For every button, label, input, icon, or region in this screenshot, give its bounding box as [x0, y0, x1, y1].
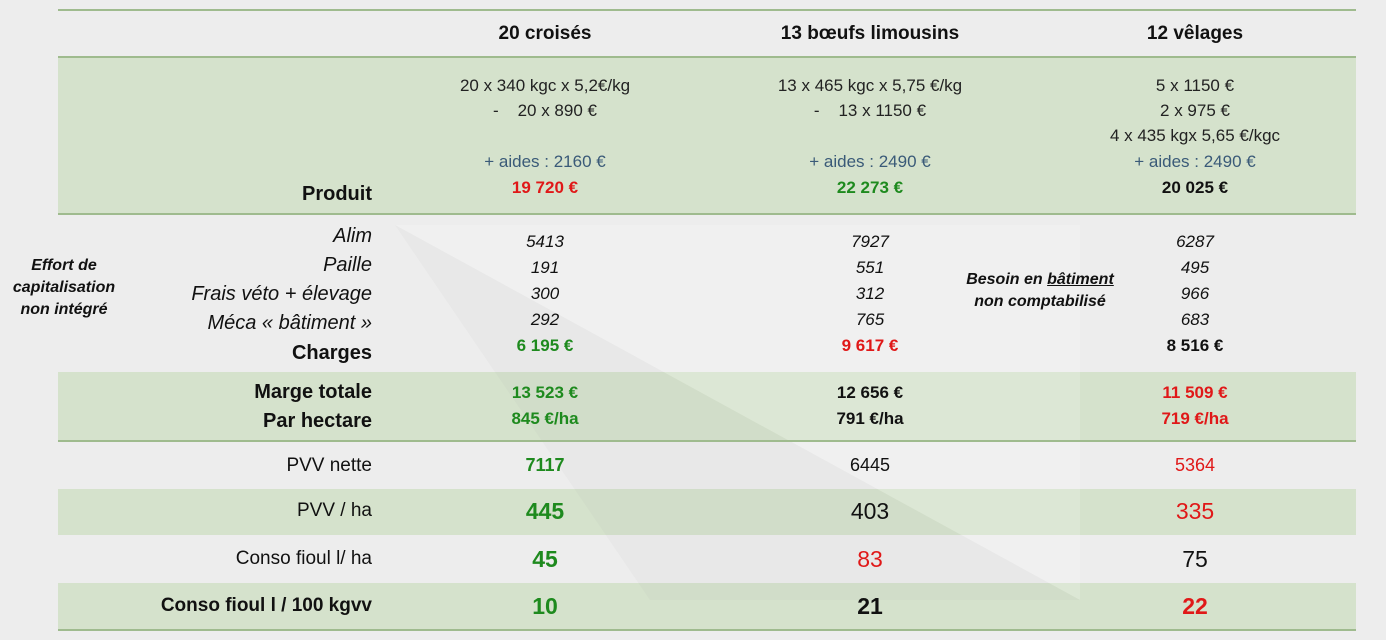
conso-kgvv-velages: 22: [1182, 593, 1208, 619]
par-hectare-label: Par hectare: [263, 410, 372, 432]
produit-calc-croises: 20 x 340 kgc x 5,2€/kg - 20 x 890 €: [459, 76, 631, 120]
marge-band: [58, 372, 1356, 440]
charges-meca-velages: 683: [1180, 310, 1210, 329]
conso-ha-croises: 45: [532, 546, 558, 572]
column-header-boeufs: 13 bœufs limousins: [780, 23, 960, 44]
aides-velages: + aides : 2490 €: [1134, 152, 1256, 171]
header-rule: [58, 56, 1356, 58]
marge-ha-boeufs: 791 €/ha: [836, 409, 904, 428]
note-besoin-batiment: Besoin en bâtiment non comptabilisé: [966, 271, 1114, 310]
produit-label: Produit: [302, 183, 372, 205]
charges-meca-boeufs: 765: [855, 310, 885, 329]
pvv-nette-label: PVV nette: [286, 455, 372, 476]
charges-paille-croises: 191: [530, 258, 560, 277]
conso-ha-boeufs: 83: [857, 546, 883, 572]
pvv-ha-boeufs: 403: [850, 498, 890, 524]
produit-total-boeufs: 22 273 €: [836, 178, 904, 197]
pvv-ha-label: PVV / ha: [297, 500, 372, 521]
charges-row-label-veto: Frais véto + élevage: [191, 283, 372, 305]
charges-total-boeufs: 9 617 €: [841, 336, 899, 355]
pvv-nette-croises: 7117: [525, 455, 565, 475]
charges-row-label-paille: Paille: [323, 254, 372, 276]
conso-kgvv-boeufs: 21: [857, 593, 883, 619]
aides-boeufs: + aides : 2490 €: [809, 152, 931, 171]
produit-calc-boeufs: 13 x 465 kgc x 5,75 €/kg - 13 x 1150 €: [777, 76, 963, 120]
bottom-rule: [58, 629, 1356, 631]
charges-alim-velages: 6287: [1176, 232, 1214, 251]
pvv-nette-boeufs: 6445: [849, 455, 891, 475]
marge-rule: [58, 440, 1356, 442]
pvv-ha-croises: 445: [525, 498, 565, 524]
charges-meca-croises: 292: [530, 310, 560, 329]
marge-total-croises: 13 523 €: [511, 383, 579, 402]
marge-total-velages: 11 509 €: [1162, 383, 1228, 402]
pvv-ha-band: [58, 489, 1356, 535]
top-rule: [58, 9, 1356, 11]
charges-veto-croises: 300: [530, 284, 560, 303]
charges-total-label: Charges: [291, 342, 372, 364]
charges-paille-boeufs: 551: [855, 258, 885, 277]
marge-total-label: Marge totale: [254, 381, 372, 403]
marge-total-boeufs: 12 656 €: [836, 383, 904, 402]
column-header-croises: 20 croisés: [498, 23, 592, 44]
produit-total-velages: 20 025 €: [1161, 178, 1229, 197]
charges-veto-boeufs: 312: [855, 284, 885, 303]
produit-total-croises: 19 720 €: [511, 178, 579, 197]
conso-ha-velages: 75: [1182, 546, 1208, 572]
charges-total-croises: 6 195 €: [516, 336, 574, 355]
charges-alim-croises: 5413: [526, 232, 564, 251]
charges-total-velages: 8 516 €: [1166, 336, 1224, 355]
charges-row-label-alim: Alim: [333, 225, 372, 247]
conso-ha-label: Conso fioul l/ ha: [235, 548, 372, 569]
charges-paille-velages: 495: [1180, 258, 1210, 277]
pvv-ha-velages: 335: [1175, 498, 1215, 524]
produit-rule: [58, 213, 1356, 215]
conso-kgvv-label: Conso fioul l / 100 kgvv: [160, 595, 372, 616]
note-effort-capitalisation: Effort de capitalisation non intégré: [12, 257, 116, 318]
column-header-velages: 12 vêlages: [1146, 23, 1244, 44]
charges-row-label-meca: Méca « bâtiment »: [207, 312, 372, 334]
charges-alim-boeufs: 7927: [851, 232, 889, 251]
pvv-nette-velages: 5364: [1174, 455, 1216, 475]
marge-ha-velages: 719 €/ha: [1161, 409, 1229, 428]
marge-ha-croises: 845 €/ha: [511, 409, 579, 428]
conso-kgvv-croises: 10: [532, 593, 558, 619]
produit-band: [58, 57, 1356, 213]
charges-veto-velages: 966: [1180, 284, 1210, 303]
produit-calc-velages: 5 x 1150 € 2 x 975 € 4 x 435 kgx 5,65 €/…: [1109, 76, 1281, 145]
conso-kgvv-band: [58, 583, 1356, 629]
aides-croises: + aides : 2160 €: [484, 152, 606, 171]
